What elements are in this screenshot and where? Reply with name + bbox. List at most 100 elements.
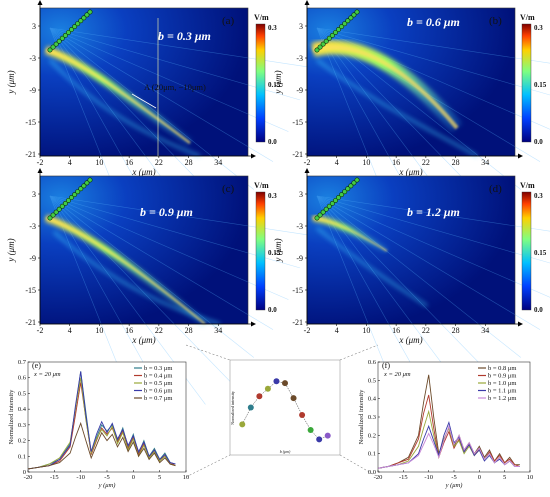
inset-data-point (290, 395, 297, 402)
inset-data-point (239, 421, 246, 428)
x-axis-label: x (μm) (131, 335, 155, 345)
y-tick-label: 0.1 (18, 453, 26, 460)
panel-letter: (a) (222, 15, 235, 27)
series-line (377, 394, 521, 469)
metasurface-element (87, 9, 93, 15)
colorbar-a: V/m 0.3 0.15 0.0 (254, 13, 281, 146)
x-tick-label: 10 (527, 474, 534, 481)
b-parameter-label: b = 0.3 μm (158, 29, 211, 43)
y-tick-label: 0.0 (368, 469, 376, 476)
y-axis-arrow (304, 168, 310, 173)
y-axis-label: Normalized intensity (358, 389, 365, 444)
metasurface-element (62, 32, 68, 38)
beam-core (45, 217, 206, 325)
metasurface-element (47, 215, 53, 221)
inset-data-point (247, 404, 254, 411)
legend: b = 0.3 μmb = 0.4 μmb = 0.5 μmb = 0.6 μm… (134, 365, 172, 402)
x-tick-label: 16 (392, 158, 400, 167)
y-tick-label: -3 (29, 222, 36, 231)
series-line (377, 424, 520, 469)
x-tick-label: 4 (68, 158, 72, 167)
x-axis-arrow (251, 321, 256, 327)
x-tick-label: -15 (399, 474, 408, 481)
x-tick-label: -2 (304, 326, 311, 335)
panel-letter: (d) (489, 183, 502, 195)
panel-letter: (f) (382, 361, 390, 370)
inset-data-point (273, 378, 280, 385)
metasurface-element (87, 177, 93, 183)
ray-line (49, 195, 289, 300)
x-axis-arrow (518, 153, 523, 159)
metasurface-element (326, 203, 332, 209)
y-tick-label: 0.7 (18, 359, 27, 366)
x-tick-label: 22 (422, 326, 430, 335)
metasurface-element (50, 212, 56, 218)
colorbar-tick-label: 0.15 (534, 81, 547, 89)
metasurface-element (81, 183, 87, 189)
x-tick-label: 34 (214, 326, 222, 335)
colorbar-tick-label: 0.3 (534, 192, 543, 200)
metasurface-element (84, 180, 90, 186)
x-tick-label: 28 (452, 326, 460, 335)
inset-y-label: Normalized intensity (230, 391, 235, 425)
x-tick-label: -10 (76, 474, 85, 481)
x-tick-label: -5 (104, 474, 109, 481)
y-tick-label: -15 (25, 286, 36, 295)
ray-line (316, 195, 550, 232)
x-axis-label: y (μm) (98, 482, 116, 489)
colorbar-unit: V/m (520, 13, 535, 22)
inset-data-point (307, 427, 314, 433)
metasurface-element (84, 12, 90, 18)
beam-core (45, 48, 191, 144)
y-axis-label: Normalized intensity (8, 389, 15, 444)
secondary-beam (48, 58, 201, 158)
inset-data-point (256, 393, 263, 400)
position-annotation: x = 20 μm (33, 371, 61, 378)
metasurface-element (342, 189, 348, 195)
series-line (27, 421, 176, 470)
inset-data-point (299, 412, 306, 418)
x-tick-label: 34 (214, 158, 222, 167)
metasurface-element (326, 35, 332, 41)
metasurface-element (329, 200, 335, 206)
legend-label: b = 1.1 μm (488, 388, 516, 395)
metasurface-element (59, 203, 65, 209)
x-axis-label: x (μm) (398, 167, 422, 177)
ray-line (49, 195, 274, 330)
heatmap-panel-a: -2 4 10 16 22 28 34 3 -3 -9 -15 -21 x (μm) y (μm) (a) b… (6, 0, 308, 270)
y-tick-label: -15 (292, 286, 303, 295)
y-tick-label: -3 (296, 222, 303, 231)
metasurface-element (72, 24, 78, 30)
colorbar-gradient (255, 191, 266, 311)
metasurface-element (56, 38, 62, 44)
colorbar-gradient (255, 23, 266, 143)
ray-line (316, 195, 521, 358)
metasurface-element (69, 195, 75, 201)
metasurface-element (332, 29, 338, 35)
y-tick-label: -9 (29, 254, 36, 263)
x-tick-label: -2 (37, 158, 44, 167)
ray-line (49, 195, 254, 358)
y-tick-label: 0.6 (18, 375, 27, 382)
y-tick-label: 0.1 (368, 451, 376, 458)
colorbar-d: V/m 0.3 0.15 0.0 (520, 181, 547, 314)
line-chart-panels: -20 -15 -10 -5 0 5 10 0 0.1 0.2 0.3 0.4 0.5 0.6 0.7 y (… (8, 344, 534, 489)
colorbar-tick-label: 0.0 (534, 138, 543, 146)
x-tick-label: -5 (451, 474, 456, 481)
colorbar-tick-label: 0.3 (268, 192, 277, 200)
y-axis-label: y (μm) (6, 238, 16, 262)
metasurface-element (65, 29, 71, 35)
y-tick-label: 0.2 (368, 432, 376, 439)
metasurface-element (50, 44, 56, 50)
x-tick-label: -20 (374, 474, 383, 481)
beam-core (312, 45, 459, 130)
inset-x-label: b (μm) (280, 449, 291, 454)
metasurface-element (354, 177, 360, 183)
position-annotation: x = 20 μm (383, 371, 411, 378)
colorbar-tick-label: 0.0 (534, 306, 543, 314)
y-tick-label: 0.5 (18, 390, 26, 397)
annotation-text: A (20μm, −10μm) (144, 82, 206, 92)
metasurface-element (336, 27, 342, 33)
metasurface-element (53, 209, 59, 215)
metasurface-arc (314, 177, 360, 221)
